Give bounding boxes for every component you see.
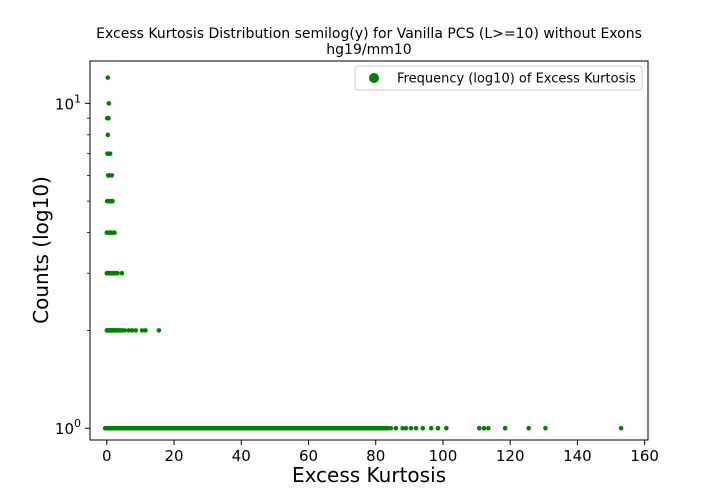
data-point [435,425,441,431]
data-point [112,230,117,235]
data-point [156,328,162,333]
data-point [502,425,508,431]
data-point [393,425,399,431]
y-axis: 100 101 [55,92,90,438]
legend-label: Frequency (log10) of Excess Kurtosis [397,72,636,87]
data-point [403,425,409,431]
data-point [119,270,125,276]
data-point [388,425,394,431]
y-tick-label: 100 [55,417,81,438]
data-point [526,425,531,431]
y-axis-label: Counts (log10) [29,176,53,324]
data-point [420,425,426,431]
plot-frame [89,60,649,441]
x-tick-label: 60 [299,447,318,465]
data-point [106,101,112,106]
x-tick-label: 20 [164,447,183,465]
x-axis: 0 20 40 60 80 100 120 140 160 [102,440,659,465]
data-point [143,328,148,333]
data-point [408,425,414,431]
legend: Frequency (log10) of Excess Kurtosis [354,65,643,91]
data-point [115,270,120,276]
data-point [126,328,131,333]
legend-box [354,65,643,91]
x-tick-label: 120 [496,447,525,465]
chart-title: Excess Kurtosis Distribution semilog(y) … [96,26,642,42]
x-tick-label: 40 [232,447,251,465]
data-point [139,328,145,333]
data-point [618,425,624,431]
data-point [129,328,135,333]
x-tick-label: 80 [366,447,385,465]
legend-marker [369,73,379,83]
data-point [400,425,405,431]
data-point [444,425,449,431]
data-point [122,328,127,333]
data-point [106,115,111,121]
chart-subtitle: hg19/mm10 [326,42,411,58]
data-point [481,425,487,431]
x-axis-label: Excess Kurtosis [292,463,446,487]
points-layer [102,75,624,431]
data-point [107,151,113,156]
x-tick-label: 100 [429,447,458,465]
data-point [105,75,111,80]
data-point [133,328,139,333]
x-tick-label: 0 [102,447,112,465]
data-point [543,425,548,431]
data-point [476,425,482,431]
data-point [110,198,115,204]
x-tick-label: 160 [630,447,659,465]
x-tick-label: 140 [563,447,592,465]
data-point [413,425,419,431]
data-point [486,425,491,431]
data-point [105,132,111,138]
y-tick-label: 101 [55,92,81,113]
data-point [109,173,115,178]
data-point [428,425,434,431]
